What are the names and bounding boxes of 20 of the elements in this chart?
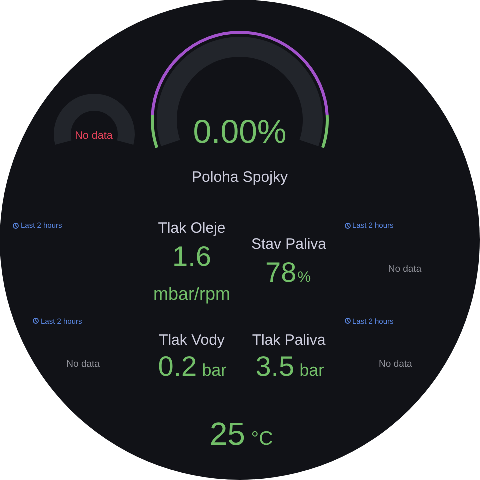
data-label: 0.2: [158, 351, 198, 382]
text: No data: [66, 358, 100, 370]
text: Tlak Oleje: [158, 220, 226, 237]
text: Tlak Vody: [159, 332, 225, 349]
text: °C: [251, 428, 274, 450]
text: bar: [202, 361, 227, 380]
data-label: 3.5: [256, 351, 295, 382]
text: No data: [379, 358, 412, 370]
text: bar: [300, 361, 324, 380]
text: Poloha Spojky: [192, 169, 288, 186]
text: mbar/rpm: [153, 284, 231, 304]
text: Tlak Paliva: [252, 332, 326, 349]
data-label: 1.6: [172, 241, 212, 272]
data-label: 0.00%: [193, 113, 287, 150]
data-label: 25: [210, 416, 246, 452]
text: %: [298, 269, 312, 286]
data-label: 78: [266, 257, 297, 288]
text: No data: [75, 130, 113, 142]
text: Stav Paliva: [251, 236, 327, 253]
text: No data: [388, 264, 422, 276]
